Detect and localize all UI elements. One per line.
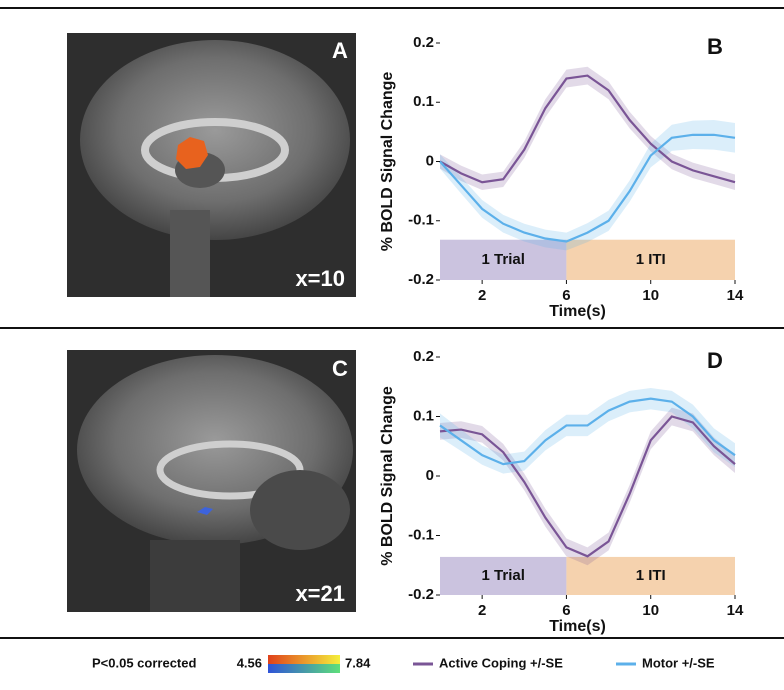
y-axis-label: % BOLD Signal Change: [379, 386, 396, 566]
slice-label: x=21: [295, 581, 345, 606]
colorbar-hot: [268, 655, 340, 664]
brain-image: C x=21: [67, 350, 356, 612]
x-tick-label: 10: [642, 287, 659, 304]
legend-label: Active Coping +/-SE: [439, 655, 563, 670]
phase-label: 1 Trial: [482, 567, 525, 584]
colorbar-min: 4.56: [237, 655, 262, 670]
footer: P<0.05 corrected 4.56 7.84: [92, 655, 371, 673]
y-tick-label: 0.2: [413, 348, 434, 365]
x-axis-label: Time(s): [549, 618, 606, 635]
y-tick-label: 0.2: [413, 34, 434, 51]
y-tick-label: -0.2: [408, 586, 434, 603]
x-axis-label: Time(s): [549, 303, 606, 320]
colorbar-cold: [268, 664, 340, 673]
x-tick-label: 14: [727, 602, 744, 619]
x-tick-label: 6: [562, 602, 570, 619]
x-tick-label: 2: [478, 602, 486, 619]
slice-label: x=10: [295, 266, 345, 291]
brain-image: A x=10: [67, 33, 356, 297]
x-tick-label: 14: [727, 287, 744, 304]
phase-label: 1 Trial: [482, 251, 525, 268]
figure: A x=10 C x=21 P<0.05 corrected 4.56 7.84…: [0, 0, 784, 690]
x-tick-label: 10: [642, 602, 659, 619]
y-tick-label: -0.1: [408, 212, 434, 229]
x-tick-label: 6: [562, 287, 570, 304]
y-tick-label: 0: [426, 152, 434, 169]
y-axis-label: % BOLD Signal Change: [379, 72, 396, 252]
y-tick-label: 0.1: [413, 407, 434, 424]
y-tick-label: -0.2: [408, 271, 434, 288]
panel-label: A: [332, 38, 348, 63]
colorbar-max: 7.84: [345, 655, 371, 670]
panel-label: B: [707, 34, 723, 59]
y-tick-label: 0.1: [413, 93, 434, 110]
line: [440, 417, 735, 557]
phase-label: 1 ITI: [636, 567, 666, 584]
x-tick-label: 2: [478, 287, 486, 304]
panel-label: D: [707, 348, 723, 373]
phase-label: 1 ITI: [636, 251, 666, 268]
y-tick-label: 0: [426, 467, 434, 484]
threshold-label: P<0.05 corrected: [92, 655, 196, 670]
panel-label: C: [332, 356, 348, 381]
legend-label: Motor +/-SE: [642, 655, 715, 670]
y-tick-label: -0.1: [408, 526, 434, 543]
